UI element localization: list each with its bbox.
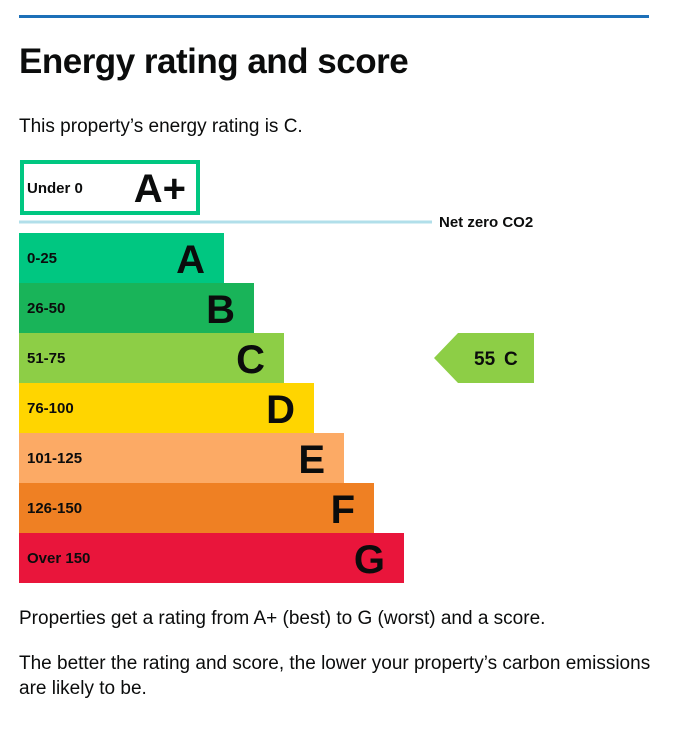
- band-a-bar: [19, 233, 224, 283]
- band-g-bar: [19, 533, 404, 583]
- band-d-bar: [19, 383, 314, 433]
- band-g-range: Over 150: [27, 550, 90, 567]
- band-c-bar: [19, 333, 284, 383]
- emissions-explanation: The better the rating and score, the low…: [19, 653, 651, 699]
- band-b-bar: [19, 283, 254, 333]
- current-rating-score: 55: [474, 349, 496, 370]
- band-a-range: 0-25: [27, 250, 57, 267]
- rating-explanation: Properties get a rating from A+ (best) t…: [19, 608, 546, 629]
- top-rule: [19, 15, 649, 18]
- band-f-letter: F: [331, 488, 355, 532]
- band-e-bar: [19, 433, 344, 483]
- band-a-plus-range: Under 0: [27, 180, 83, 197]
- current-rating-arrow: [434, 333, 534, 383]
- band-a-plus-box: [20, 160, 200, 215]
- band-d-letter: D: [266, 388, 295, 432]
- band-b-letter: B: [206, 288, 235, 332]
- band-f-bar: [19, 483, 374, 533]
- band-a-plus-letter: A+: [134, 167, 186, 211]
- band-d-range: 76-100: [27, 400, 74, 417]
- band-c-letter: C: [236, 338, 265, 382]
- rating-intro: This property’s energy rating is C.: [19, 116, 303, 137]
- band-e-range: 101-125: [27, 450, 82, 467]
- band-b-range: 26-50: [27, 300, 65, 317]
- current-rating-letter: C: [504, 349, 518, 370]
- energy-rating-chart: Under 0 A+ 0-25 A 26-50 B 51-75 C 76-100 D 101-125…: [19, 160, 534, 583]
- band-e-letter: E: [298, 438, 325, 482]
- net-zero-label: Net zero CO2: [439, 214, 533, 231]
- band-c-range: 51-75: [27, 350, 65, 367]
- band-g-letter: G: [354, 538, 385, 582]
- page-title: Energy rating and score: [19, 42, 409, 81]
- band-f-range: 126-150: [27, 500, 82, 517]
- band-a-letter: A: [176, 238, 205, 282]
